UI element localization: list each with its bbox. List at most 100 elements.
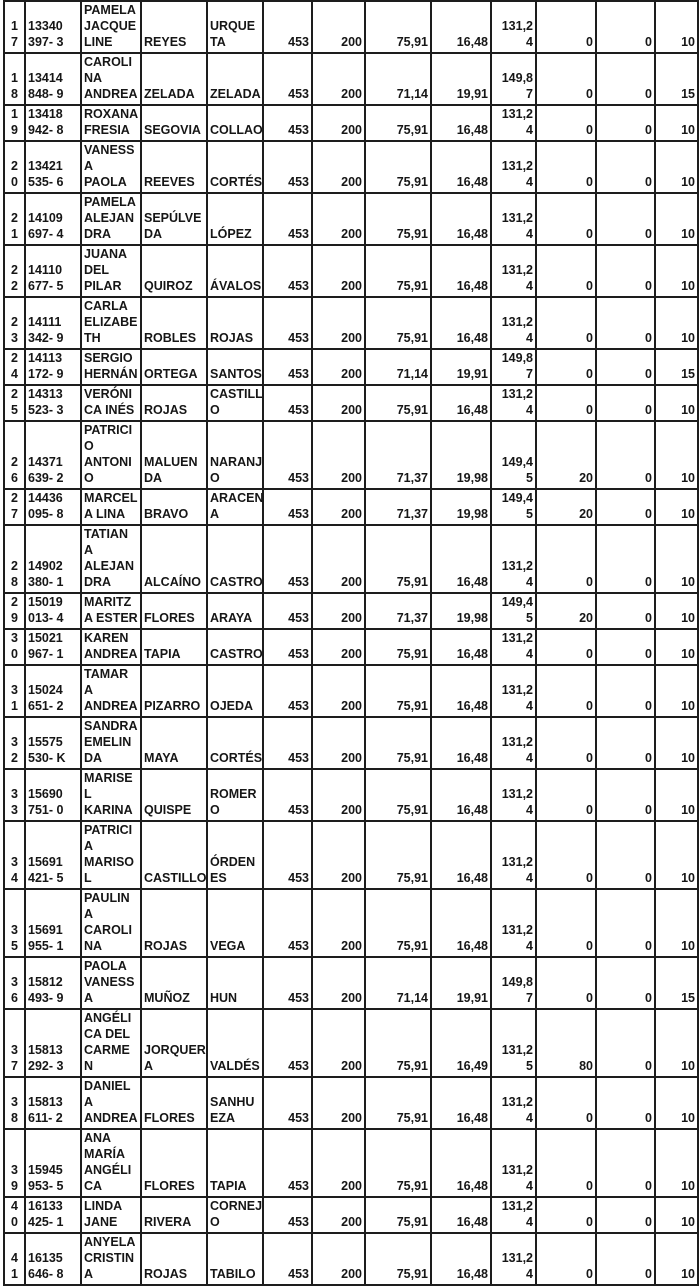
amount-5-cell: 131,2 4 bbox=[490, 820, 537, 890]
amount-8-cell: 10 bbox=[654, 716, 699, 770]
amount-6-cell: 0 bbox=[535, 716, 597, 770]
id-number-cell: 15021 967- 1 bbox=[24, 628, 82, 666]
row-number-cell: 3 6 bbox=[3, 956, 26, 1010]
amount-2-cell: 200 bbox=[311, 296, 366, 350]
amount-2-cell: 200 bbox=[311, 664, 366, 718]
amount-2-cell: 200 bbox=[311, 1008, 366, 1078]
amount-7-cell: 0 bbox=[595, 628, 656, 666]
id-number-cell: 15690 751- 0 bbox=[24, 768, 82, 822]
amount-5-cell: 131,2 4 bbox=[490, 104, 537, 142]
id-number-cell: 14902 380- 1 bbox=[24, 524, 82, 594]
amount-8-cell: 10 bbox=[654, 104, 699, 142]
amount-4-cell: 16,48 bbox=[430, 888, 492, 958]
amount-7-cell: 0 bbox=[595, 956, 656, 1010]
paternal-surname-cell: REYES bbox=[140, 0, 208, 54]
paternal-surname-cell: ROJAS bbox=[140, 1232, 208, 1286]
id-number-cell: 15691 421- 5 bbox=[24, 820, 82, 890]
amount-1-cell: 453 bbox=[262, 0, 313, 54]
row-number-cell: 2 1 bbox=[3, 192, 26, 246]
row-number-cell: 2 2 bbox=[3, 244, 26, 298]
amount-4-cell: 16,48 bbox=[430, 820, 492, 890]
amount-3-cell: 71,14 bbox=[364, 348, 432, 386]
maternal-surname-cell: NARANJ O bbox=[206, 420, 264, 490]
amount-1-cell: 453 bbox=[262, 1076, 313, 1130]
row-number-cell: 3 2 bbox=[3, 716, 26, 770]
id-number-cell: 13421 535- 6 bbox=[24, 140, 82, 194]
table-row: 2 4 14113 172- 9 SERGIO HERNÁN ORTEGA SANTOS… bbox=[3, 348, 699, 386]
row-number-cell: 2 0 bbox=[3, 140, 26, 194]
amount-1-cell: 453 bbox=[262, 820, 313, 890]
amount-2-cell: 200 bbox=[311, 1232, 366, 1286]
amount-7-cell: 0 bbox=[595, 1196, 656, 1234]
amount-5-cell: 131,2 4 bbox=[490, 628, 537, 666]
paternal-surname-cell: PIZARRO bbox=[140, 664, 208, 718]
amount-8-cell: 10 bbox=[654, 1196, 699, 1234]
amount-2-cell: 200 bbox=[311, 592, 366, 630]
id-number-cell: 15691 955- 1 bbox=[24, 888, 82, 958]
given-names-cell: LINDA JANE bbox=[80, 1196, 142, 1234]
amount-2-cell: 200 bbox=[311, 716, 366, 770]
paternal-surname-cell: SEGOVIA bbox=[140, 104, 208, 142]
given-names-cell: PAMELA JACQUE LINE bbox=[80, 0, 142, 54]
amount-5-cell: 131,2 4 bbox=[490, 1128, 537, 1198]
amount-4-cell: 16,48 bbox=[430, 524, 492, 594]
amount-7-cell: 0 bbox=[595, 420, 656, 490]
given-names-cell: CARLA ELIZABE TH bbox=[80, 296, 142, 350]
amount-2-cell: 200 bbox=[311, 104, 366, 142]
amount-1-cell: 453 bbox=[262, 140, 313, 194]
amount-8-cell: 10 bbox=[654, 420, 699, 490]
amount-3-cell: 75,91 bbox=[364, 244, 432, 298]
maternal-surname-cell: TAPIA bbox=[206, 1128, 264, 1198]
amount-8-cell: 10 bbox=[654, 888, 699, 958]
amount-3-cell: 75,91 bbox=[364, 664, 432, 718]
amount-6-cell: 0 bbox=[535, 1076, 597, 1130]
maternal-surname-cell: COLLAO bbox=[206, 104, 264, 142]
amount-5-cell: 131,2 4 bbox=[490, 768, 537, 822]
id-number-cell: 14313 523- 3 bbox=[24, 384, 82, 422]
amount-8-cell: 10 bbox=[654, 1232, 699, 1286]
maternal-surname-cell: CORNEJ O bbox=[206, 1196, 264, 1234]
paternal-surname-cell: ZELADA bbox=[140, 52, 208, 106]
id-number-cell: 15812 493- 9 bbox=[24, 956, 82, 1010]
maternal-surname-cell: CASTILL O bbox=[206, 384, 264, 422]
amount-8-cell: 10 bbox=[654, 592, 699, 630]
amount-5-cell: 131,2 4 bbox=[490, 384, 537, 422]
id-number-cell: 15813 611- 2 bbox=[24, 1076, 82, 1130]
id-number-cell: 15813 292- 3 bbox=[24, 1008, 82, 1078]
amount-2-cell: 200 bbox=[311, 1196, 366, 1234]
table-row: 4 1 16135 646- 8 ANYELA CRISTIN A ROJAS TABI… bbox=[3, 1232, 699, 1286]
row-number-cell: 3 9 bbox=[3, 1128, 26, 1198]
amount-6-cell: 0 bbox=[535, 192, 597, 246]
amount-4-cell: 19,98 bbox=[430, 420, 492, 490]
row-number-cell: 4 1 bbox=[3, 1232, 26, 1286]
maternal-surname-cell: ÓRDEN ES bbox=[206, 820, 264, 890]
table-row: 1 8 13414 848- 9 CAROLI NA ANDREA ZELADA ZEL… bbox=[3, 52, 699, 106]
amount-3-cell: 75,91 bbox=[364, 1008, 432, 1078]
given-names-cell: PATRICI A MARISO L bbox=[80, 820, 142, 890]
given-names-cell: KAREN ANDREA bbox=[80, 628, 142, 666]
table-row: 1 7 13340 397- 3 PAMELA JACQUE LINE REYES UR… bbox=[3, 0, 699, 54]
amount-8-cell: 10 bbox=[654, 628, 699, 666]
amount-2-cell: 200 bbox=[311, 1076, 366, 1130]
amount-8-cell: 10 bbox=[654, 768, 699, 822]
amount-5-cell: 131,2 4 bbox=[490, 296, 537, 350]
maternal-surname-cell: VALDÉS bbox=[206, 1008, 264, 1078]
amount-6-cell: 0 bbox=[535, 524, 597, 594]
maternal-surname-cell: TABILO bbox=[206, 1232, 264, 1286]
amount-3-cell: 75,91 bbox=[364, 140, 432, 194]
amount-5-cell: 149,4 5 bbox=[490, 420, 537, 490]
amount-4-cell: 16,48 bbox=[430, 768, 492, 822]
given-names-cell: PAMELA ALEJAN DRA bbox=[80, 192, 142, 246]
amount-3-cell: 75,91 bbox=[364, 0, 432, 54]
amount-5-cell: 131,2 4 bbox=[490, 888, 537, 958]
row-number-cell: 2 7 bbox=[3, 488, 26, 526]
amount-5-cell: 131,2 4 bbox=[490, 1076, 537, 1130]
maternal-surname-cell: CASTRO bbox=[206, 524, 264, 594]
paternal-surname-cell: QUISPE bbox=[140, 768, 208, 822]
amount-7-cell: 0 bbox=[595, 1076, 656, 1130]
amount-8-cell: 10 bbox=[654, 244, 699, 298]
amount-1-cell: 453 bbox=[262, 488, 313, 526]
amount-6-cell: 20 bbox=[535, 420, 597, 490]
amount-6-cell: 0 bbox=[535, 628, 597, 666]
